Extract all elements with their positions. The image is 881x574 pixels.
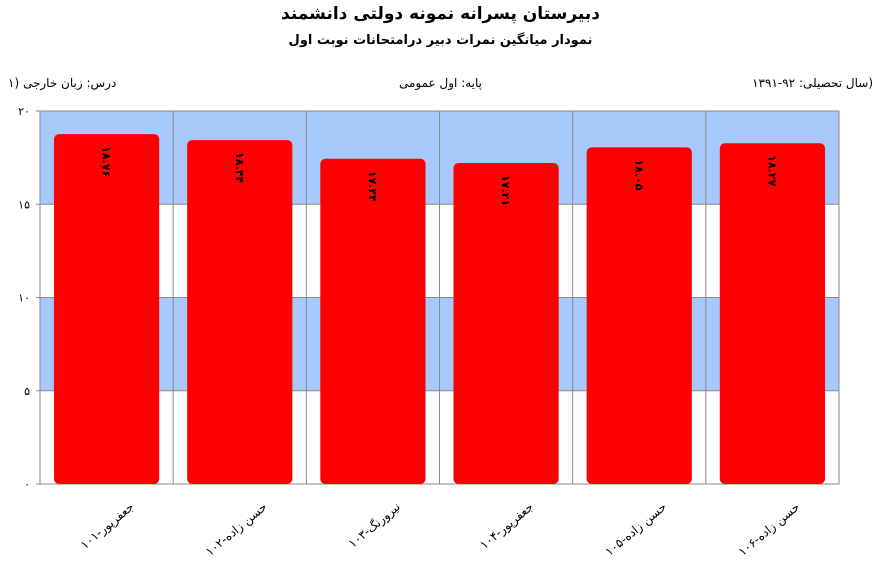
bar-value-label: ۱۷.۲۱ (499, 175, 512, 206)
category-label: حسن زاده-۱۰۶ (735, 500, 802, 560)
y-tick-label: ۲۰ (18, 105, 30, 118)
bar (187, 140, 293, 484)
bar-value-label: ۱۸.۰۵ (632, 159, 645, 190)
category-label: حسن زاده-۱۰۵ (602, 500, 669, 560)
course-label: درس: زبان خارجی (۱ (8, 76, 117, 90)
bar-value-label: ۱۸.۷۶ (100, 146, 113, 177)
y-tick-label: ۱۵ (18, 198, 30, 211)
bar (586, 147, 692, 484)
academic-year-label: (سال تحصیلی: ۹۲-۱۳۹۱ (752, 76, 873, 90)
bar (453, 163, 559, 484)
bar-value-label: ۱۷.۴۴ (366, 171, 379, 202)
bar-value-label: ۱۸.۴۴ (233, 152, 246, 183)
y-tick-label: ۰ (24, 478, 30, 491)
bar-value-label: ۱۸.۲۷ (765, 155, 778, 186)
y-tick-label: ۵ (24, 385, 30, 398)
grade-label: پایه: اول عمومی (398, 76, 482, 90)
bar (53, 134, 160, 484)
category-label: حسن زاده-۱۰۲ (203, 500, 270, 560)
category-label: جعفرپور-۱۰۱ (78, 500, 137, 553)
chart-subtitle: نمودار میانگین نمرات دبیر درامتحانات نوب… (288, 33, 593, 48)
y-tick-label: ۱۰ (18, 292, 30, 305)
category-label: جعفرپور-۱۰۴ (477, 500, 536, 553)
bar (320, 158, 426, 484)
category-label: نیرورنگ-۱۰۳ (346, 500, 404, 552)
chart-title: دبیرستان پسرانه نمونه دولتی دانشمند (281, 4, 600, 24)
plot-border (39, 110, 840, 485)
bar (719, 143, 826, 484)
